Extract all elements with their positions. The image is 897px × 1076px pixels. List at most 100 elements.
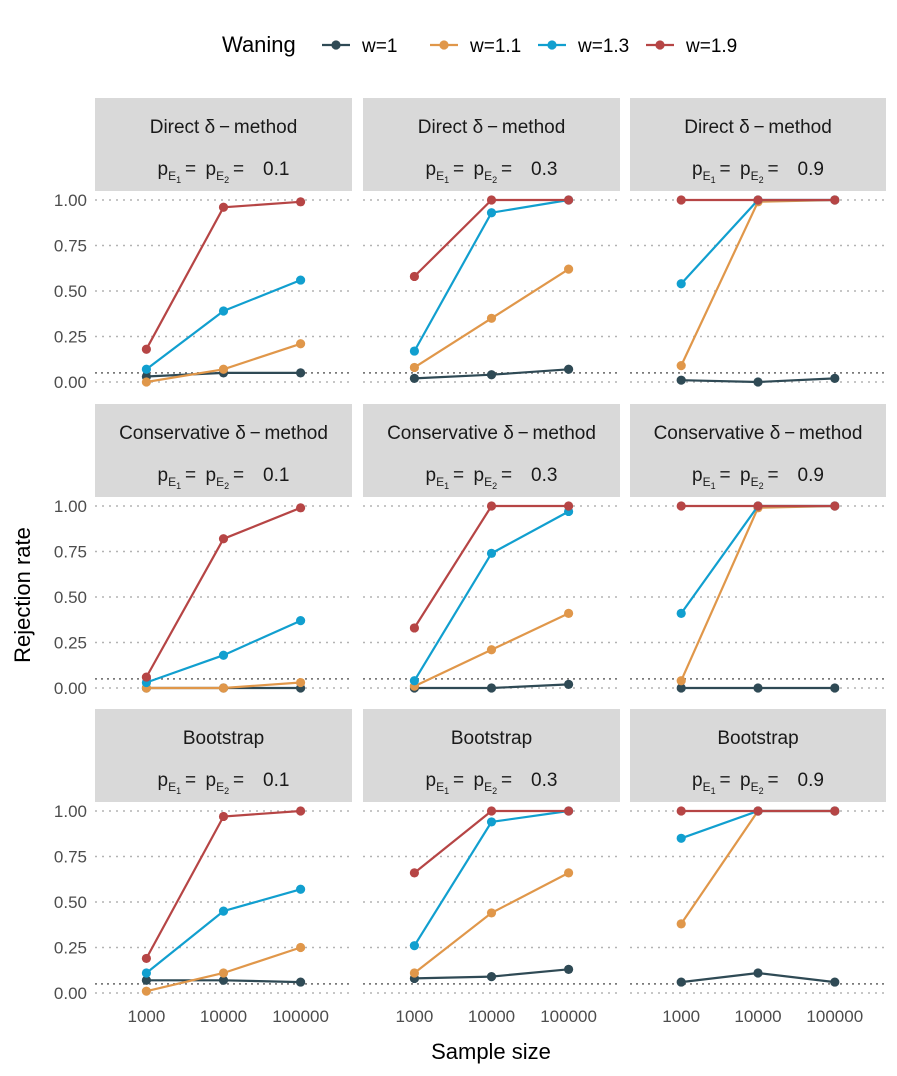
data-point bbox=[486, 972, 497, 982]
legend-label: w=1.9 bbox=[685, 36, 737, 57]
data-point bbox=[753, 377, 763, 387]
data-point bbox=[564, 195, 574, 205]
series-line bbox=[145, 279, 302, 371]
facet-strip bbox=[630, 98, 886, 191]
y-tick-label: 0.50 bbox=[54, 588, 87, 607]
data-point bbox=[141, 364, 151, 374]
data-point bbox=[486, 908, 497, 918]
legend-key bbox=[538, 40, 566, 50]
x-tick-label: 100000 bbox=[272, 1007, 329, 1026]
data-point bbox=[296, 339, 306, 349]
x-tick-label: 100000 bbox=[540, 1007, 597, 1026]
x-tick-label: 10000 bbox=[468, 1007, 515, 1026]
data-point bbox=[753, 683, 763, 693]
y-tick-label: 0.25 bbox=[54, 634, 87, 653]
facet-panel: Direct δ − method pE1 = pE2 = 0.1 0.00 0.25… bbox=[54, 98, 352, 392]
facet-method-label: Conservative δ − method bbox=[654, 423, 863, 444]
facet-probability-label: pE1 = pE2 = 0.1 bbox=[158, 770, 290, 796]
panel-grid: Direct δ − method pE1 = pE2 = 0.1 0.00 0.25… bbox=[54, 98, 886, 1026]
y-tick-label: 0.75 bbox=[54, 543, 87, 562]
facet-probability-label: pE1 = pE2 = 0.1 bbox=[158, 159, 290, 185]
data-point bbox=[141, 975, 151, 985]
facet-probability-label: pE1 = pE2 = 0.1 bbox=[158, 465, 290, 491]
y-tick-label: 0.25 bbox=[54, 328, 87, 347]
legend-key bbox=[646, 40, 674, 50]
facet-method-label: Bootstrap bbox=[717, 728, 798, 749]
series-line bbox=[680, 504, 835, 682]
data-point bbox=[830, 977, 840, 987]
data-point bbox=[409, 346, 419, 356]
y-tick-label: 0.00 bbox=[54, 679, 87, 698]
series-line bbox=[413, 871, 570, 974]
legend-label: w=1.3 bbox=[577, 36, 629, 57]
data-point bbox=[409, 373, 419, 383]
x-tick-label: 1000 bbox=[662, 1007, 700, 1026]
facet-strip bbox=[363, 709, 620, 802]
data-point bbox=[409, 941, 419, 951]
data-point bbox=[218, 906, 229, 916]
data-point bbox=[141, 672, 151, 682]
data-point bbox=[218, 364, 229, 374]
facet-strip bbox=[363, 404, 620, 497]
facet-panel: Direct δ − method pE1 = pE2 = 0.3 bbox=[363, 98, 620, 383]
data-point bbox=[141, 953, 151, 964]
data-point bbox=[564, 264, 574, 274]
facet-method-label: Conservative δ − method bbox=[119, 423, 328, 444]
series-line bbox=[680, 809, 835, 925]
y-tick-label: 1.00 bbox=[54, 802, 87, 821]
data-point bbox=[676, 279, 686, 289]
data-point bbox=[676, 195, 686, 205]
data-point bbox=[486, 370, 497, 380]
data-point bbox=[296, 503, 306, 513]
facet-probability-label: pE1 = pE2 = 0.3 bbox=[426, 159, 558, 185]
facet-strip bbox=[630, 404, 886, 497]
facet-method-label: Bootstrap bbox=[183, 728, 264, 749]
y-tick-label: 0.50 bbox=[54, 282, 87, 301]
legend-title: Waning bbox=[222, 32, 296, 57]
legend-key-point bbox=[331, 40, 341, 50]
data-point bbox=[218, 683, 229, 693]
x-tick-label: 1000 bbox=[395, 1007, 433, 1026]
data-point bbox=[564, 964, 574, 974]
data-point bbox=[564, 806, 574, 816]
y-tick-label: 0.75 bbox=[54, 848, 87, 867]
facet-panel: Bootstrap pE1 = pE2 = 0.1 0.00 0.25 0.50 0.75… bbox=[54, 709, 352, 1026]
data-point bbox=[676, 833, 686, 843]
facet-method-label: Direct δ − method bbox=[418, 117, 566, 138]
y-tick-label: 1.00 bbox=[54, 191, 87, 210]
facet-method-label: Direct δ − method bbox=[684, 117, 832, 138]
data-point bbox=[296, 197, 306, 207]
facet-method-label: Direct δ − method bbox=[150, 117, 298, 138]
data-point bbox=[486, 313, 497, 323]
data-point bbox=[753, 195, 763, 205]
y-tick-label: 0.50 bbox=[54, 893, 87, 912]
data-point bbox=[753, 968, 763, 978]
data-point bbox=[218, 650, 229, 660]
data-point bbox=[296, 616, 306, 626]
legend-key bbox=[430, 40, 458, 50]
facet-strip bbox=[95, 98, 352, 191]
facet-method-label: Bootstrap bbox=[451, 728, 532, 749]
data-point bbox=[141, 377, 151, 387]
data-point bbox=[486, 806, 497, 816]
series-line bbox=[145, 809, 301, 959]
data-point bbox=[218, 306, 229, 316]
x-tick-label: 10000 bbox=[734, 1007, 781, 1026]
y-tick-label: 0.00 bbox=[54, 373, 87, 392]
x-tick-label: 1000 bbox=[127, 1007, 165, 1026]
facet-panel: Bootstrap pE1 = pE2 = 0.9 1000 10000 100000 bbox=[630, 709, 886, 1026]
data-point bbox=[296, 275, 306, 285]
data-point bbox=[141, 968, 151, 978]
data-point bbox=[409, 623, 419, 633]
data-point bbox=[676, 361, 686, 371]
x-axis-title: Sample size bbox=[431, 1039, 551, 1064]
data-point bbox=[564, 868, 574, 878]
series-line bbox=[413, 510, 570, 682]
y-tick-label: 0.75 bbox=[54, 237, 87, 256]
data-point bbox=[486, 817, 497, 827]
legend-key-point bbox=[439, 40, 449, 50]
data-point bbox=[486, 501, 497, 511]
data-point bbox=[409, 271, 419, 282]
data-point bbox=[486, 195, 497, 205]
x-tick-label: 100000 bbox=[806, 1007, 863, 1026]
